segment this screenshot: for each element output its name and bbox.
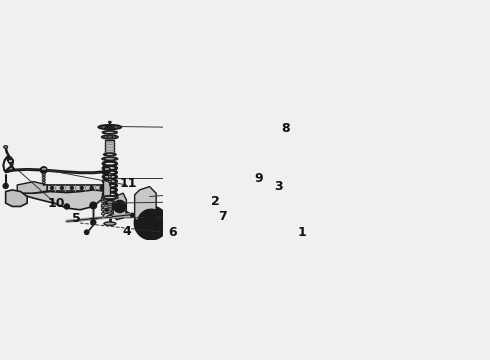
Polygon shape xyxy=(17,190,103,210)
Circle shape xyxy=(3,183,8,189)
Ellipse shape xyxy=(101,125,119,129)
Polygon shape xyxy=(135,186,156,226)
Bar xyxy=(104,167,109,170)
Bar xyxy=(103,180,110,197)
Ellipse shape xyxy=(105,126,115,128)
Text: 11: 11 xyxy=(119,177,137,190)
Ellipse shape xyxy=(108,121,111,123)
Circle shape xyxy=(137,209,165,237)
Circle shape xyxy=(147,219,155,227)
Circle shape xyxy=(135,206,168,239)
Ellipse shape xyxy=(101,135,118,139)
Circle shape xyxy=(100,186,103,190)
Circle shape xyxy=(64,204,70,209)
Circle shape xyxy=(154,233,156,235)
Circle shape xyxy=(130,213,134,217)
Ellipse shape xyxy=(101,196,118,199)
Circle shape xyxy=(105,168,108,172)
Text: 10: 10 xyxy=(48,197,65,210)
Ellipse shape xyxy=(106,201,113,203)
Circle shape xyxy=(103,167,110,174)
Ellipse shape xyxy=(104,158,116,160)
Circle shape xyxy=(50,186,53,190)
Circle shape xyxy=(84,230,89,235)
Circle shape xyxy=(92,221,95,224)
Ellipse shape xyxy=(103,136,116,138)
Ellipse shape xyxy=(107,206,113,207)
Ellipse shape xyxy=(101,212,105,215)
Circle shape xyxy=(108,126,111,129)
Circle shape xyxy=(107,125,113,130)
Ellipse shape xyxy=(3,145,8,148)
Ellipse shape xyxy=(101,204,105,207)
Circle shape xyxy=(90,186,93,190)
Circle shape xyxy=(144,216,158,230)
Circle shape xyxy=(91,220,96,225)
Bar xyxy=(47,185,106,191)
Ellipse shape xyxy=(104,201,115,204)
Ellipse shape xyxy=(101,208,105,211)
Ellipse shape xyxy=(42,179,46,181)
Text: 3: 3 xyxy=(274,180,283,193)
Bar xyxy=(41,167,47,170)
Text: 9: 9 xyxy=(254,172,263,185)
Ellipse shape xyxy=(103,153,116,156)
Circle shape xyxy=(80,186,83,190)
Ellipse shape xyxy=(105,154,114,156)
Ellipse shape xyxy=(42,182,46,184)
Circle shape xyxy=(60,186,64,190)
Bar xyxy=(8,159,12,162)
Ellipse shape xyxy=(104,131,115,134)
Text: 2: 2 xyxy=(211,195,220,208)
Ellipse shape xyxy=(108,178,112,180)
Ellipse shape xyxy=(98,125,122,129)
Ellipse shape xyxy=(42,176,46,178)
Ellipse shape xyxy=(108,181,112,183)
Bar xyxy=(105,140,115,154)
Polygon shape xyxy=(101,198,113,214)
Ellipse shape xyxy=(102,157,118,161)
Circle shape xyxy=(141,215,143,217)
Circle shape xyxy=(117,203,123,210)
Ellipse shape xyxy=(107,215,113,217)
Circle shape xyxy=(90,202,97,209)
Circle shape xyxy=(154,211,156,213)
Ellipse shape xyxy=(108,176,112,178)
Polygon shape xyxy=(6,190,27,206)
Circle shape xyxy=(141,229,143,231)
Text: 1: 1 xyxy=(297,226,306,239)
Polygon shape xyxy=(17,182,47,197)
Circle shape xyxy=(105,208,108,211)
Text: 6: 6 xyxy=(169,226,177,239)
Ellipse shape xyxy=(106,136,113,138)
Ellipse shape xyxy=(107,212,113,214)
Ellipse shape xyxy=(104,222,116,225)
Ellipse shape xyxy=(104,196,116,199)
Text: 5: 5 xyxy=(73,212,81,225)
Circle shape xyxy=(42,168,46,172)
Text: 4: 4 xyxy=(122,225,131,238)
Circle shape xyxy=(119,205,121,208)
Circle shape xyxy=(162,222,164,224)
Text: 7: 7 xyxy=(218,210,227,223)
Circle shape xyxy=(40,167,47,174)
Ellipse shape xyxy=(108,173,112,175)
Ellipse shape xyxy=(107,209,113,211)
Text: 8: 8 xyxy=(281,122,290,135)
Circle shape xyxy=(105,202,108,205)
Circle shape xyxy=(114,201,126,212)
Polygon shape xyxy=(113,193,126,220)
Circle shape xyxy=(92,204,95,207)
Circle shape xyxy=(70,186,74,190)
Ellipse shape xyxy=(102,131,117,134)
Ellipse shape xyxy=(42,174,46,176)
Ellipse shape xyxy=(101,201,105,203)
